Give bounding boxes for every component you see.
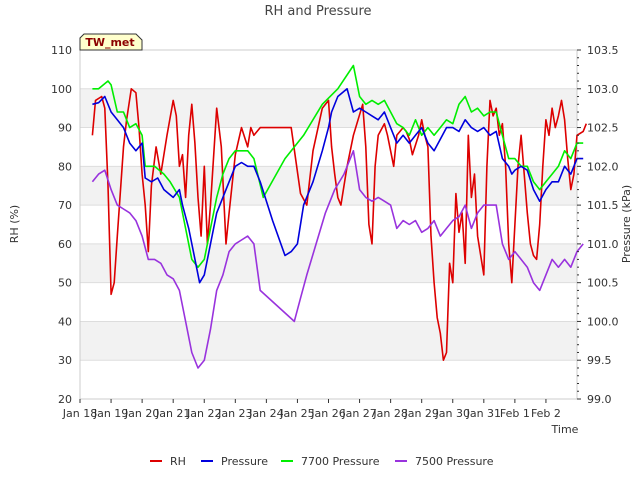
legend-entry: 7500 Pressure <box>415 455 494 468</box>
left-tick-label: 30 <box>58 354 72 367</box>
right-tick-label: 102.5 <box>587 122 619 135</box>
x-tick-label: Jan 31 <box>466 407 501 420</box>
right-tick-label: 102.0 <box>587 160 619 173</box>
x-tick-label: Feb 2 <box>531 407 561 420</box>
series-layer <box>91 64 588 369</box>
x-tick-label: Jan 23 <box>217 407 252 420</box>
tag-text: TW_met <box>85 36 134 49</box>
series-line-7500-pressure <box>91 150 584 369</box>
left-axis-ticks: 20 30 40 50 60 70 80 90 100 110 <box>51 44 72 406</box>
x-tick-label: Jan 18 <box>62 407 97 420</box>
tag-box <box>79 33 143 51</box>
right-tick-label: 99.5 <box>587 354 612 367</box>
series-line-7700-pressure <box>92 64 584 268</box>
x-tick-label: Jan 20 <box>124 407 159 420</box>
chart-title: RH and Pressure <box>264 4 371 19</box>
right-tick-label: 101.5 <box>587 199 619 212</box>
left-tick-label: 90 <box>58 122 72 135</box>
left-tick-label: 110 <box>51 44 72 57</box>
x-axis-label: Time <box>551 423 579 436</box>
tag-label: TW_met <box>79 33 143 51</box>
left-tick-label: 60 <box>58 238 72 251</box>
left-tick-label: 70 <box>58 199 72 212</box>
legend: RH Pressure 7700 Pressure 7500 Pressure <box>150 455 494 468</box>
series-line-rh <box>91 88 588 361</box>
series-line-pressure <box>92 88 584 284</box>
right-tick-label: 103.0 <box>587 83 619 96</box>
left-axis-label: RH (%) <box>8 205 21 243</box>
x-tick-label: Jan 19 <box>93 407 128 420</box>
right-tick-label: 100.0 <box>587 315 619 328</box>
x-tick-label: Jan 25 <box>279 407 314 420</box>
x-tick-label: Jan 28 <box>372 407 407 420</box>
x-tick-label: Jan 26 <box>310 407 345 420</box>
right-axis-ticks: 99.0 99.5 100.0 100.5 101.0 101.5 102.0 102.5 10… <box>577 44 619 406</box>
legend-entry: 7700 Pressure <box>301 455 380 468</box>
legend-entry: RH <box>170 455 186 468</box>
right-axis-label: Pressure (kPa) <box>620 185 633 263</box>
x-tick-label: Jan 21 <box>155 407 190 420</box>
background-band <box>80 321 577 361</box>
right-tick-label: 101.0 <box>587 238 619 251</box>
right-tick-label: 100.5 <box>587 277 619 290</box>
legend-entry: Pressure <box>221 455 268 468</box>
left-tick-label: 20 <box>58 393 72 406</box>
x-tick-label: Jan 29 <box>403 407 438 420</box>
right-tick-label: 99.0 <box>587 393 612 406</box>
right-tick-label: 103.5 <box>587 44 619 57</box>
x-tick-label: Jan 27 <box>341 407 376 420</box>
x-tick-label: Feb 1 <box>500 407 530 420</box>
left-tick-label: 50 <box>58 277 72 290</box>
left-tick-label: 100 <box>51 83 72 96</box>
background-band <box>80 243 577 283</box>
background-band <box>80 166 577 206</box>
left-tick-label: 80 <box>58 160 72 173</box>
x-tick-label: Jan 30 <box>435 407 470 420</box>
left-tick-label: 40 <box>58 315 72 328</box>
x-tick-label: Jan 22 <box>186 407 221 420</box>
x-tick-label: Jan 24 <box>248 407 283 420</box>
plot-background-bands <box>80 88 577 361</box>
